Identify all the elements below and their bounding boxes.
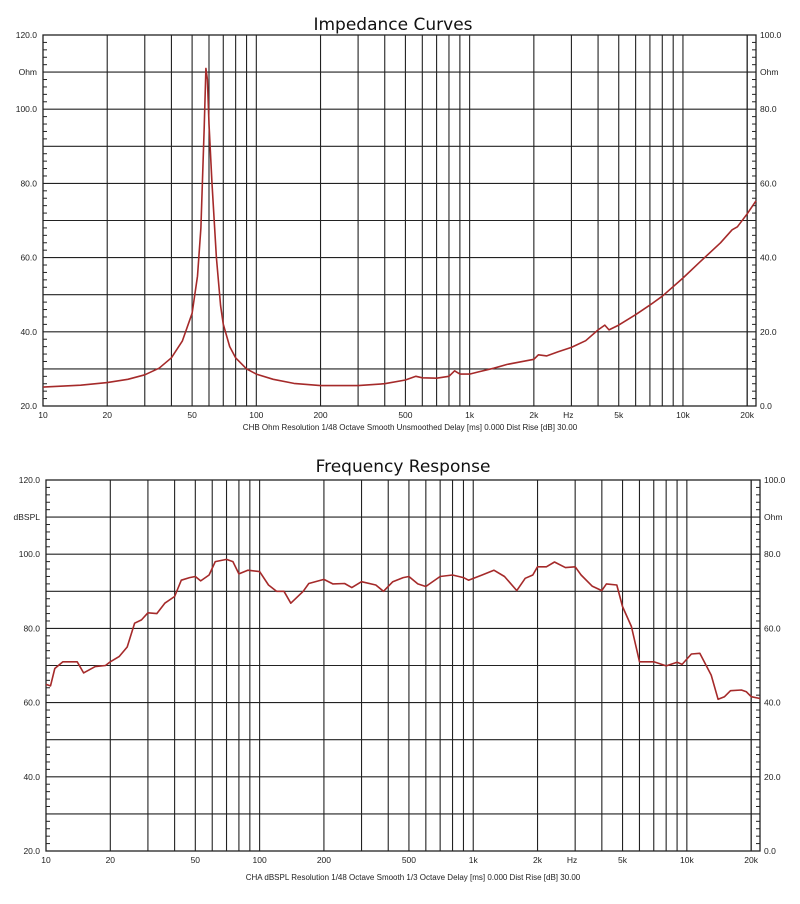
impedance-chart: Impedance Curves CHB Ohm Resolution 1/48… (16, 15, 782, 432)
y-tick-label: 80.0 (20, 178, 37, 188)
y2-tick-label: 80.0 (760, 104, 777, 114)
chart-title: Impedance Curves (313, 15, 472, 35)
x-tick-label: 50 (187, 410, 197, 420)
y-tick-label: 40.0 (20, 327, 37, 337)
x-tick-label: 2k (529, 410, 539, 420)
frequency-response-chart: Frequency Response CHA dBSPL Resolution … (14, 457, 786, 882)
chart-footnote: CHB Ohm Resolution 1/48 Octave Smooth Un… (243, 423, 578, 432)
x-tick-label: 1k (465, 410, 475, 420)
x-tick-label: 200 (317, 855, 331, 865)
y2-axis-label: Ohm (764, 512, 782, 522)
x-tick-label: 1k (469, 855, 479, 865)
x-tick-label: 100 (253, 855, 267, 865)
plot-frame (45, 479, 761, 852)
y2-tick-label: 100.0 (760, 30, 782, 40)
x-tick-label: 20 (102, 410, 112, 420)
y-tick-label: 100.0 (19, 549, 41, 559)
y2-tick-label: 40.0 (760, 253, 777, 263)
x-tick-label: 200 (313, 410, 327, 420)
x-tick-label: 5k (618, 855, 628, 865)
y-tick-label: 60.0 (23, 698, 40, 708)
x-tick-label: 500 (402, 855, 416, 865)
series-line-spl (45, 558, 761, 701)
y2-tick-label: 60.0 (764, 623, 781, 633)
y2-tick-label: 60.0 (760, 178, 777, 188)
y-tick-label: 20.0 (20, 401, 37, 411)
x-tick-label: 20k (740, 410, 754, 420)
x-tick-label: 10k (676, 410, 690, 420)
y2-tick-label: 40.0 (764, 698, 781, 708)
x-tick-label: 10k (680, 855, 694, 865)
x-tick-label: 100 (249, 410, 263, 420)
x-tick-label: 5k (614, 410, 624, 420)
y2-tick-label: 100.0 (764, 475, 786, 485)
y2-tick-label: 0.0 (764, 846, 776, 856)
y-tick-label: 80.0 (23, 623, 40, 633)
x-axis-label: Hz (563, 410, 573, 420)
chart-title: Frequency Response (316, 457, 491, 477)
y-tick-label: 120.0 (19, 475, 41, 485)
x-tick-label: 10 (38, 410, 48, 420)
plot-frame (42, 34, 757, 407)
x-tick-label: 10 (41, 855, 51, 865)
y-tick-label: 40.0 (23, 772, 40, 782)
x-tick-label: 500 (398, 410, 412, 420)
chart-footnote: CHA dBSPL Resolution 1/48 Octave Smooth … (246, 873, 581, 882)
x-tick-label: 20k (744, 855, 758, 865)
x-axis-label: Hz (567, 855, 577, 865)
x-tick-label: 50 (191, 855, 201, 865)
y2-tick-label: 0.0 (760, 401, 772, 411)
y-axis-label: dBSPL (14, 512, 41, 522)
y-tick-label: 100.0 (16, 104, 38, 114)
x-tick-label: 20 (106, 855, 116, 865)
y2-tick-label: 20.0 (764, 772, 781, 782)
x-tick-label: 2k (533, 855, 543, 865)
y2-tick-label: 80.0 (764, 549, 781, 559)
y2-tick-label: 20.0 (760, 327, 777, 337)
y-tick-label: 120.0 (16, 30, 38, 40)
y2-axis-label: Ohm (760, 67, 778, 77)
y-tick-label: 60.0 (20, 253, 37, 263)
series-line-impedance (42, 67, 757, 388)
y-tick-label: 20.0 (23, 846, 40, 856)
y-axis-label: Ohm (19, 67, 37, 77)
